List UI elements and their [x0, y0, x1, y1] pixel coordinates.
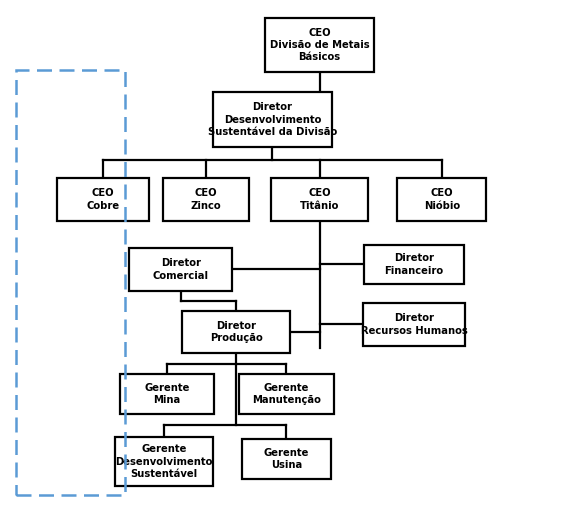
FancyBboxPatch shape — [239, 374, 333, 414]
Text: Diretor
Comercial: Diretor Comercial — [153, 258, 209, 280]
FancyBboxPatch shape — [397, 179, 486, 221]
FancyBboxPatch shape — [364, 244, 464, 285]
FancyBboxPatch shape — [163, 179, 249, 221]
Text: CEO
Nióbio: CEO Nióbio — [424, 188, 460, 211]
Text: Diretor
Desenvolvimento
Sustentável da Divisão: Diretor Desenvolvimento Sustentável da D… — [208, 102, 337, 137]
Text: Gerente
Desenvolvimento
Sustentável: Gerente Desenvolvimento Sustentável — [115, 444, 213, 479]
Text: CEO
Zinco: CEO Zinco — [191, 188, 221, 211]
Text: Gerente
Manutenção: Gerente Manutenção — [252, 383, 321, 405]
FancyBboxPatch shape — [57, 179, 149, 221]
FancyBboxPatch shape — [363, 303, 466, 346]
FancyBboxPatch shape — [242, 439, 331, 479]
Text: Gerente
Usina: Gerente Usina — [264, 448, 309, 470]
Text: Diretor
Financeiro: Diretor Financeiro — [384, 253, 443, 276]
FancyBboxPatch shape — [129, 248, 232, 291]
Text: Gerente
Mina: Gerente Mina — [144, 383, 189, 405]
FancyBboxPatch shape — [116, 437, 213, 487]
FancyBboxPatch shape — [213, 93, 332, 147]
FancyBboxPatch shape — [271, 179, 368, 221]
FancyBboxPatch shape — [182, 310, 290, 353]
FancyBboxPatch shape — [265, 18, 374, 72]
Text: CEO
Titânio: CEO Titânio — [300, 188, 339, 211]
FancyBboxPatch shape — [120, 374, 214, 414]
Text: Diretor
Recursos Humanos: Diretor Recursos Humanos — [361, 313, 467, 335]
Text: CEO
Divisão de Metais
Básicos: CEO Divisão de Metais Básicos — [270, 27, 370, 63]
Text: Diretor
Produção: Diretor Produção — [210, 321, 263, 343]
Text: CEO
Cobre: CEO Cobre — [86, 188, 120, 211]
